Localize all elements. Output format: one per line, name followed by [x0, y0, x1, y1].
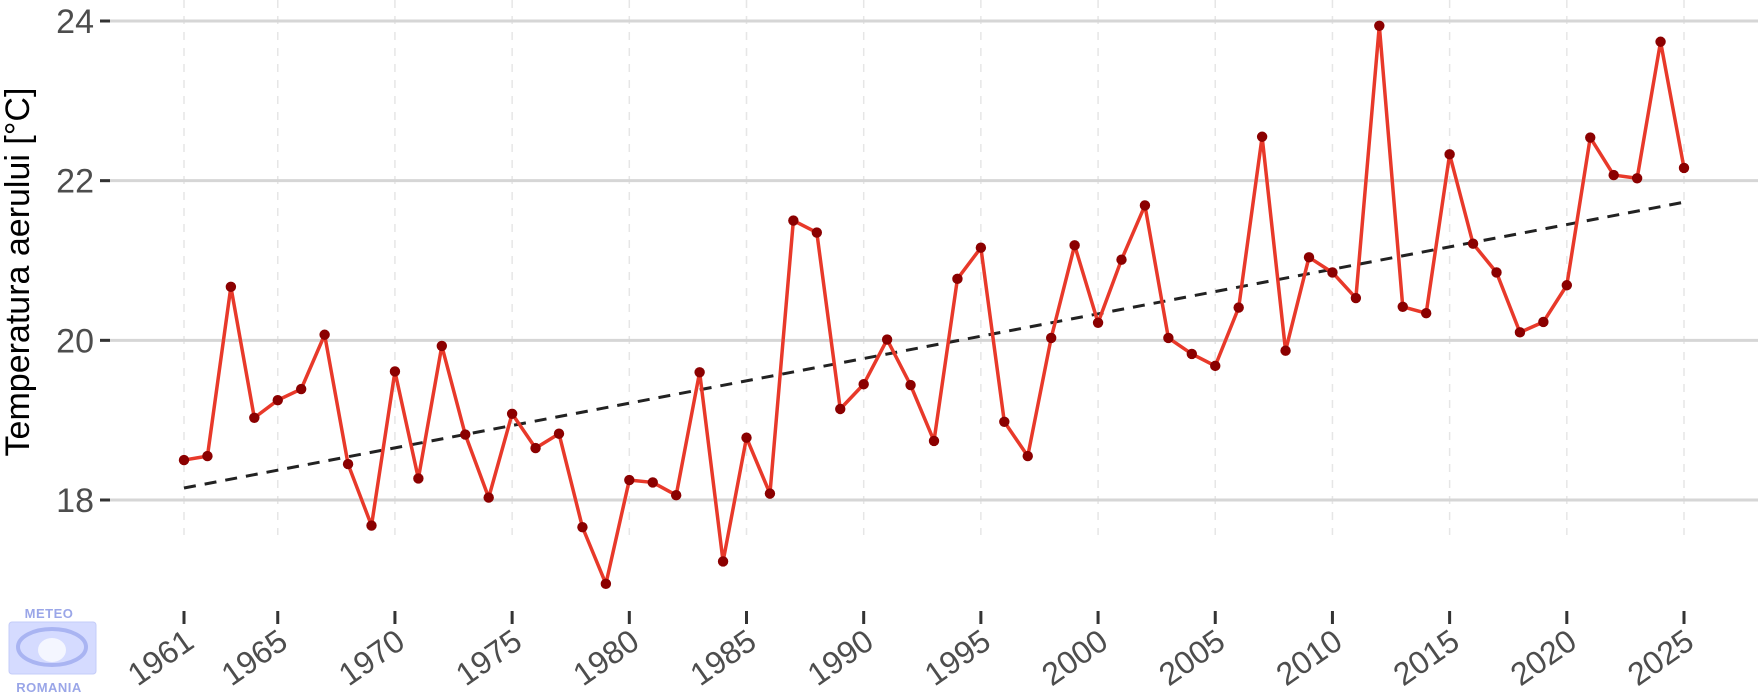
logo-sun-icon [38, 638, 66, 662]
data-point-1967 [319, 329, 330, 340]
y-axis: 18 20 22 24 [56, 3, 110, 520]
x-tick-label-1985: 1985 [684, 622, 763, 692]
data-point-2007 [1256, 131, 1268, 142]
data-point-1990 [858, 379, 869, 390]
logo-top-text: METEO [25, 606, 74, 621]
data-point-1984 [717, 556, 729, 567]
x-tick-label-1995: 1995 [918, 622, 997, 692]
data-point-1965 [272, 395, 283, 406]
data-point-2018 [1514, 327, 1526, 338]
data-point-1995 [975, 242, 987, 253]
data-point-1982 [670, 490, 682, 501]
data-point-2013 [1397, 301, 1408, 313]
y-tick-label-20: 20 [56, 322, 94, 360]
data-point-1969 [366, 520, 377, 531]
grid-lines [100, 0, 1758, 535]
data-points [178, 20, 1690, 590]
data-point-1962 [202, 450, 213, 462]
data-point-1999 [1069, 240, 1080, 251]
data-point-1971 [413, 473, 424, 484]
data-point-2020 [1561, 280, 1573, 291]
data-point-1977 [553, 428, 565, 439]
data-point-2016 [1467, 238, 1479, 249]
trend-group [183, 200, 1685, 490]
data-point-1991 [881, 334, 893, 345]
data-point-2011 [1350, 292, 1362, 304]
data-point-1981 [647, 477, 658, 488]
data-point-1988 [811, 227, 823, 238]
data-point-1974 [483, 492, 494, 503]
x-axis: 1961 1965 1970 1975 1980 1985 1990 1995 2000 2005… [121, 611, 1700, 693]
x-tick-label-1990: 1990 [801, 622, 880, 692]
x-tick-label-2015: 2015 [1387, 622, 1466, 692]
x-tick-label-2005: 2005 [1152, 622, 1231, 692]
data-point-1986 [764, 488, 776, 499]
x-tick-label-1970: 1970 [332, 622, 411, 692]
data-point-2004 [1186, 348, 1198, 360]
data-point-1966 [295, 383, 307, 395]
data-point-2006 [1233, 302, 1244, 313]
data-point-2015 [1444, 149, 1455, 160]
data-point-1980 [624, 474, 635, 486]
trend-line [183, 200, 1685, 490]
logo-bottom-text: ROMANIA [16, 680, 82, 695]
x-tick-label-2025: 2025 [1621, 622, 1700, 692]
data-point-1979 [600, 578, 612, 590]
data-point-2008 [1280, 345, 1291, 356]
data-point-2003 [1163, 332, 1174, 344]
x-tick-label-1961: 1961 [121, 622, 200, 692]
meteo-romania-logo: METEO ROMANIA [8, 606, 97, 695]
data-point-1987 [788, 215, 799, 226]
data-point-2019 [1538, 316, 1549, 328]
y-tick-label-22: 22 [56, 163, 94, 201]
data-point-2005 [1210, 360, 1221, 372]
x-tick-label-1980: 1980 [566, 622, 645, 692]
data-point-2024 [1655, 36, 1666, 47]
data-point-1973 [460, 429, 471, 440]
data-point-1985 [741, 432, 752, 443]
data-point-1975 [506, 408, 518, 419]
data-point-1992 [905, 379, 916, 391]
data-point-2025 [1678, 162, 1690, 174]
data-point-1994 [952, 273, 963, 285]
data-point-1997 [1022, 450, 1033, 462]
data-point-1963 [225, 281, 237, 293]
y-tick-label-18: 18 [56, 482, 94, 520]
data-point-1983 [694, 367, 705, 378]
data-point-1976 [530, 442, 541, 454]
data-point-2014 [1420, 307, 1432, 319]
data-point-2010 [1327, 267, 1338, 278]
x-tick-label-2020: 2020 [1504, 622, 1583, 692]
y-tick-label-24: 24 [56, 3, 94, 41]
data-point-1998 [1045, 332, 1057, 344]
data-point-2012 [1374, 20, 1385, 31]
data-point-1993 [928, 435, 940, 447]
x-tick-label-2010: 2010 [1269, 622, 1348, 692]
data-point-1970 [389, 366, 401, 377]
data-point-1989 [835, 403, 846, 415]
data-point-1978 [577, 521, 588, 533]
data-point-1972 [436, 340, 448, 352]
x-tick-label-1975: 1975 [449, 622, 528, 692]
data-point-1964 [249, 412, 260, 423]
data-point-2000 [1092, 317, 1104, 328]
data-point-2023 [1631, 173, 1643, 184]
data-point-1961 [178, 454, 190, 466]
data-point-2022 [1608, 169, 1619, 181]
data-point-2021 [1585, 132, 1596, 143]
data-point-2002 [1139, 200, 1151, 211]
x-tick-label-2000: 2000 [1035, 622, 1114, 692]
data-point-1996 [999, 416, 1010, 427]
data-point-2017 [1491, 267, 1502, 278]
x-tick-label-1965: 1965 [215, 622, 294, 692]
y-axis-label: Temperatura aerului [°C] [0, 88, 37, 457]
data-point-2001 [1116, 254, 1127, 265]
data-point-2009 [1303, 252, 1315, 263]
logo-globe-icon [16, 627, 88, 667]
data-point-1968 [342, 458, 354, 470]
